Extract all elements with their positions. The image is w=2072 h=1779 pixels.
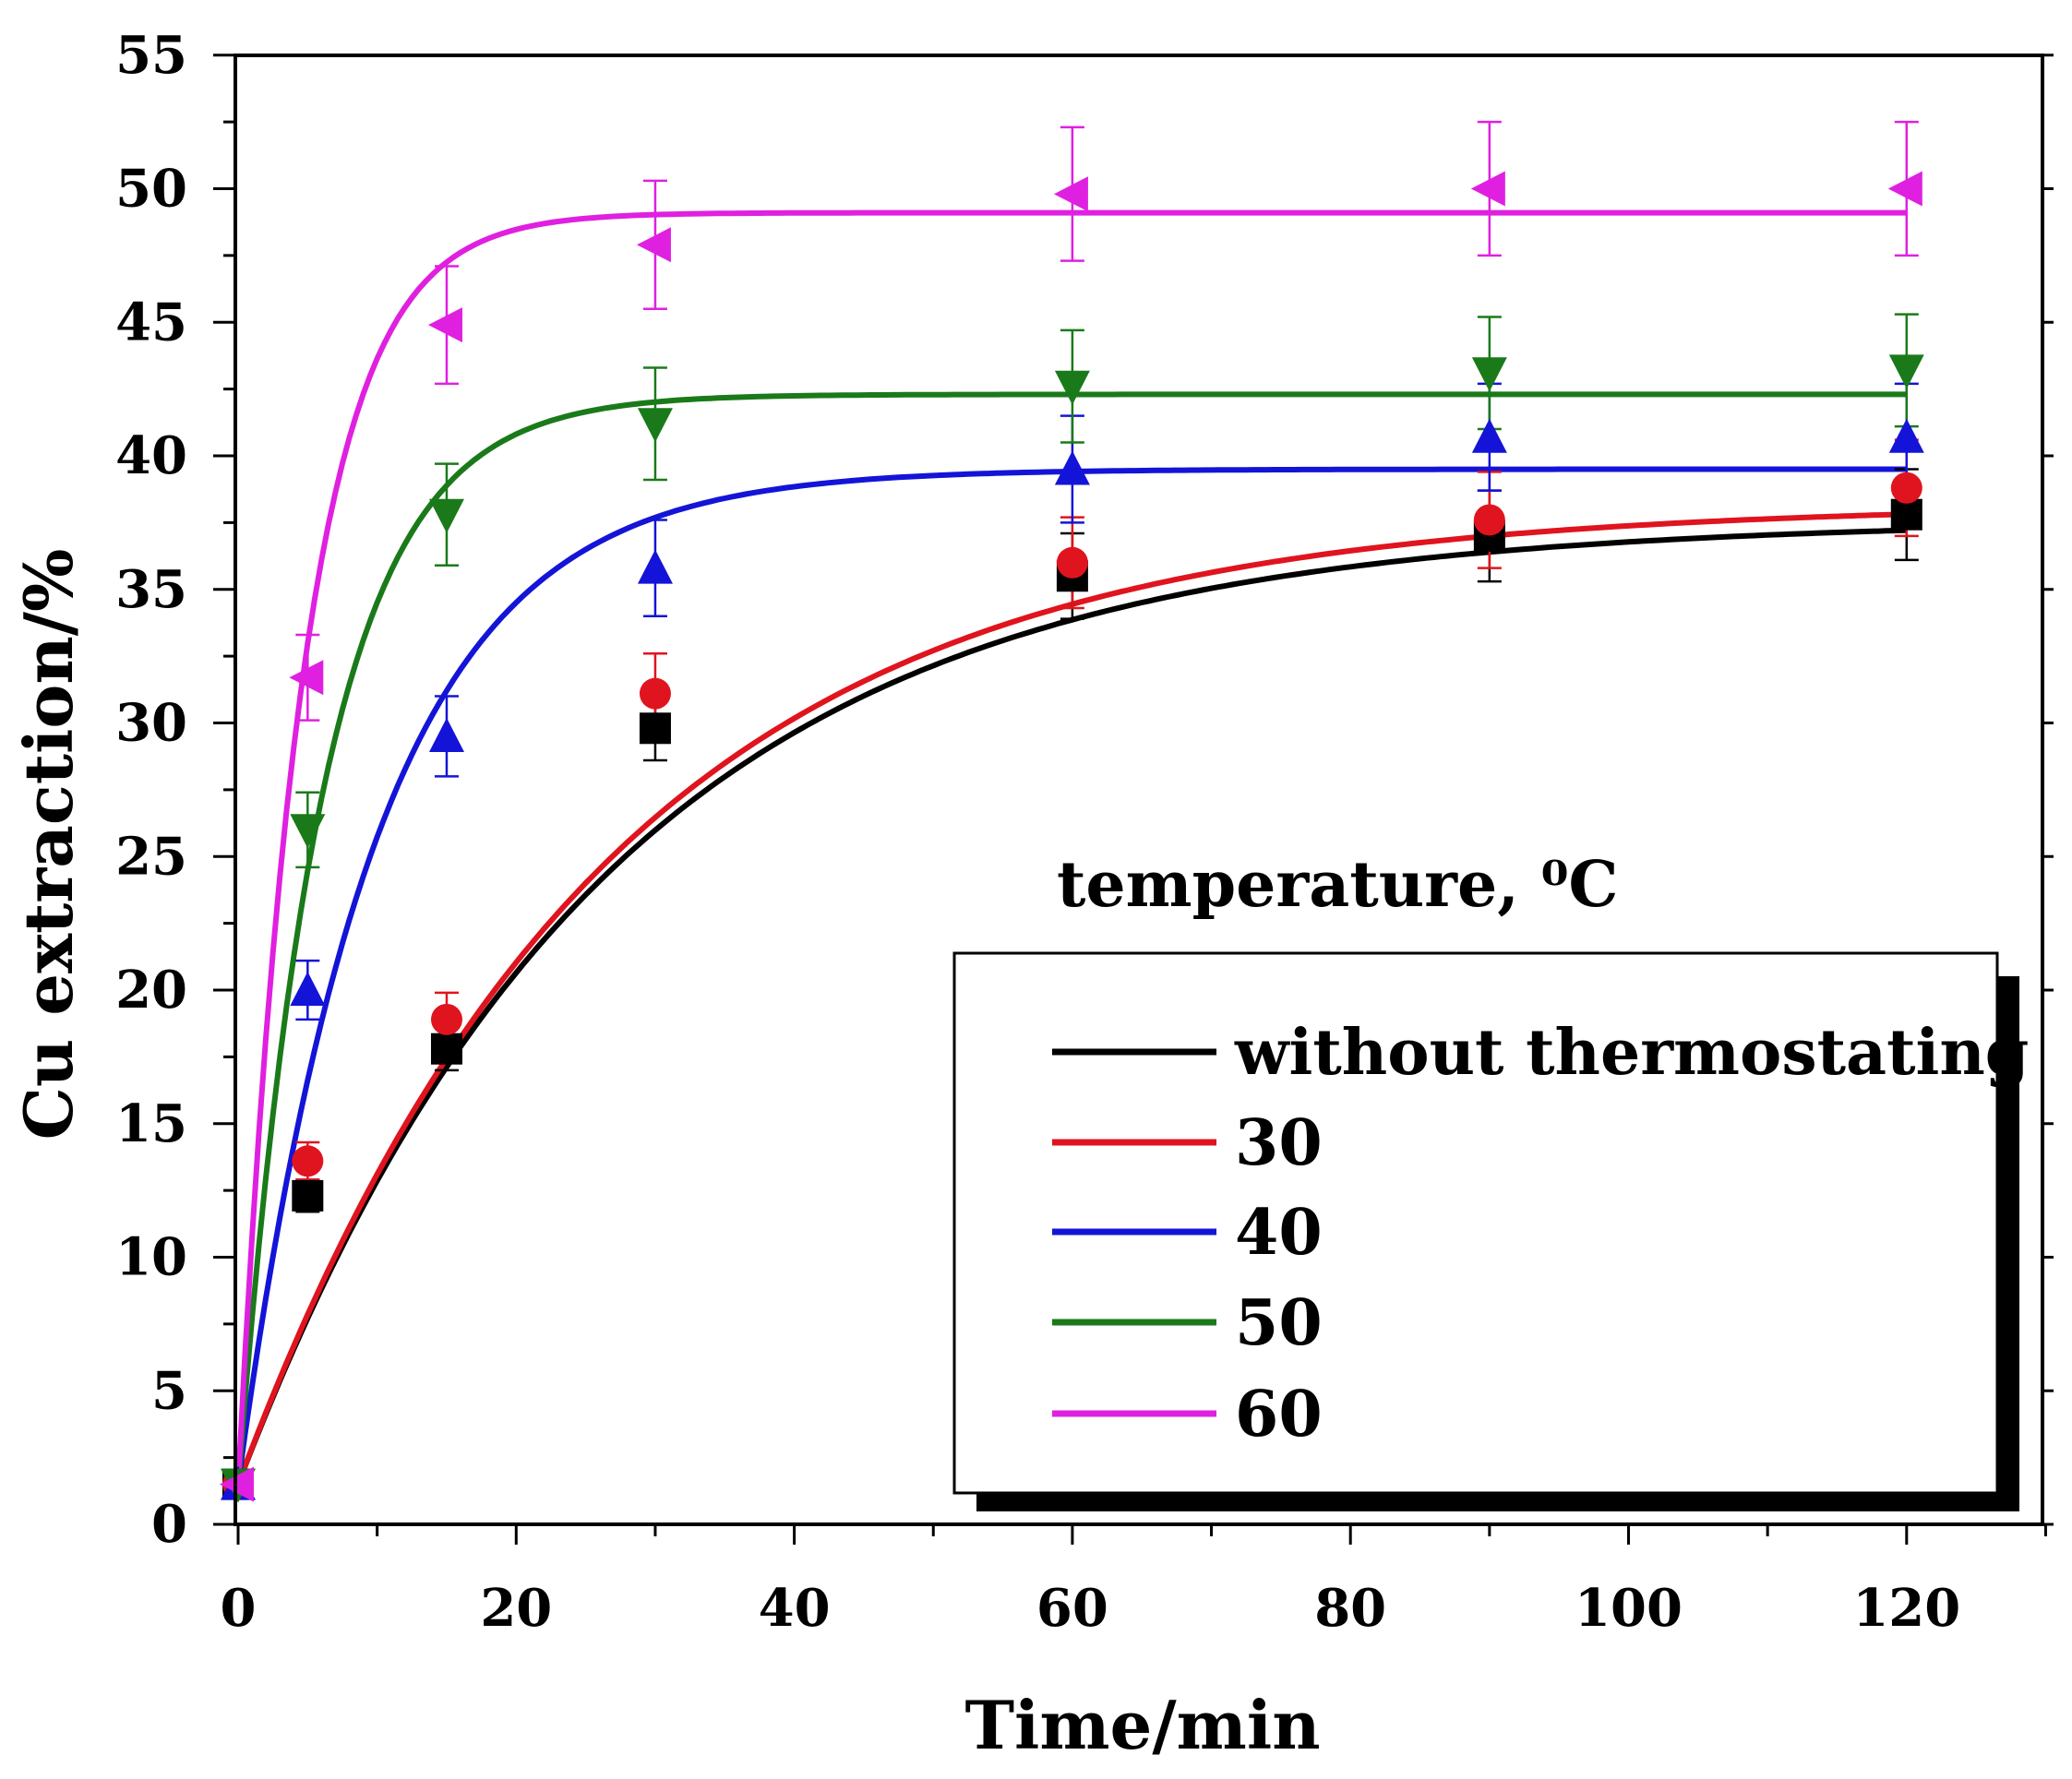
data-point-60 — [289, 660, 324, 696]
data-point-30 — [430, 1003, 462, 1035]
x-tick-label: 0 — [221, 1578, 257, 1639]
legend-label: 40 — [1235, 1196, 1323, 1270]
data-point-40 — [290, 972, 326, 1006]
tick-labels-group: 0 20 40 60 80 100 120 0 5 10 15 20 25 30 35 40 45 50 55 — [115, 25, 1960, 1639]
data-point-30 — [639, 677, 671, 710]
x-axis-label: Time/min — [964, 1686, 1320, 1764]
plot-frame — [234, 54, 2044, 1526]
y-tick-label: 35 — [115, 559, 187, 620]
y-tick-label: 40 — [115, 425, 187, 486]
data-point-40 — [1471, 418, 1507, 453]
data-point-30 — [1890, 472, 1922, 504]
data-point-50 — [1888, 354, 1924, 389]
x-tick-label: 20 — [480, 1578, 552, 1639]
axis-ticks-group — [213, 54, 2054, 1545]
data-point-40 — [428, 717, 464, 752]
data-point-40 — [1054, 450, 1090, 485]
data-point-without-thermostating — [1890, 498, 1922, 531]
data-point-60 — [1053, 176, 1088, 212]
data-point-without-thermostating — [292, 1179, 324, 1212]
y-tick-label: 5 — [151, 1360, 187, 1421]
x-tick-label: 80 — [1314, 1578, 1386, 1639]
y-tick-label: 45 — [115, 292, 187, 352]
y-tick-label: 30 — [115, 693, 187, 754]
data-point-30 — [1056, 546, 1088, 579]
y-tick-label: 50 — [115, 159, 187, 220]
y-tick-label: 55 — [115, 25, 187, 86]
data-point-40 — [1888, 418, 1924, 453]
data-point-50 — [428, 498, 464, 533]
legend-label: 50 — [1235, 1286, 1323, 1360]
data-point-50 — [1054, 370, 1090, 405]
legend-title: temperature, ⁰C — [1057, 848, 1619, 922]
data-point-60 — [1470, 171, 1505, 207]
data-point-50 — [290, 814, 326, 849]
legend-label: without thermostating — [1234, 1016, 2029, 1090]
legend-label: 60 — [1235, 1378, 1323, 1451]
data-point-without-thermostating — [639, 712, 671, 745]
legend-label: 30 — [1235, 1106, 1323, 1180]
x-tick-label: 40 — [759, 1578, 831, 1639]
data-point-50 — [637, 408, 673, 443]
y-axis-label: Cu extraction/% — [9, 549, 88, 1140]
data-point-60 — [1887, 171, 1922, 207]
data-point-40 — [637, 549, 673, 584]
data-point-30 — [1473, 504, 1505, 536]
legend: without thermostating 30 40 50 60 — [952, 951, 2029, 1511]
x-tick-label: 120 — [1852, 1578, 1960, 1639]
data-point-30 — [292, 1145, 324, 1177]
y-tick-label: 10 — [115, 1227, 187, 1288]
data-point-60 — [636, 227, 671, 263]
x-tick-label: 100 — [1575, 1578, 1683, 1639]
y-tick-label: 20 — [115, 960, 187, 1021]
y-tick-label: 25 — [115, 826, 187, 887]
data-point-without-thermostating — [430, 1033, 462, 1065]
data-point-60 — [427, 307, 462, 343]
x-tick-label: 60 — [1036, 1578, 1108, 1639]
data-point-50 — [1471, 357, 1507, 392]
legend-box — [952, 951, 1999, 1495]
data-markers-group — [220, 171, 1924, 1503]
y-tick-label: 0 — [151, 1494, 187, 1555]
y-tick-label: 15 — [115, 1093, 187, 1154]
